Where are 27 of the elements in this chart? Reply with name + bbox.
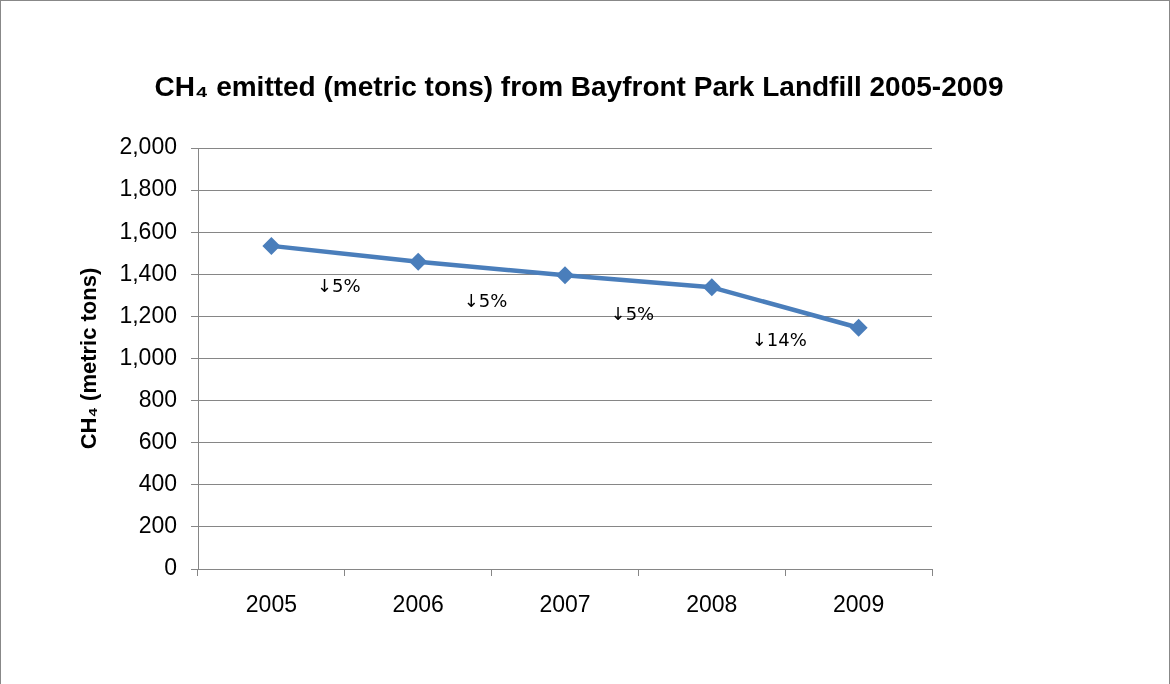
chart-title: CH₄ emitted (metric tons) from Bayfront Park Landfill 2005-2009 [154, 70, 1004, 102]
y-axis-title: CH₄ (metric tons) [76, 267, 102, 450]
point [849, 318, 868, 337]
y-tick-label: 0 [164, 554, 177, 581]
x-tick-label: 2009 [833, 591, 885, 618]
point [409, 252, 428, 271]
y-tick-label: 600 [138, 428, 177, 455]
point [262, 236, 281, 255]
x-tick-label: 2007 [539, 591, 591, 618]
y-tick-label: 2,000 [119, 133, 177, 160]
y-tick-label: 400 [138, 470, 177, 497]
x-tick-label: 2006 [392, 591, 444, 618]
annotation: ↓5% [610, 303, 655, 325]
annotation: ↓14% [751, 329, 807, 351]
y-tick-label: 1,800 [119, 175, 177, 202]
y-tick-label: 1,400 [119, 259, 177, 286]
annotation: ↓5% [316, 275, 361, 297]
point [556, 266, 574, 285]
x-tick-label: 2008 [686, 591, 738, 618]
point [702, 278, 721, 297]
y-tick-label: 800 [138, 385, 177, 412]
y-tick-label: 1,200 [119, 301, 177, 328]
y-tick-label: 200 [138, 512, 177, 539]
y-tick-label: 1,000 [119, 343, 177, 370]
annotation: ↓5% [463, 290, 508, 312]
y-tick-label: 1,600 [119, 217, 177, 244]
x-tick-label: 2005 [245, 591, 297, 618]
